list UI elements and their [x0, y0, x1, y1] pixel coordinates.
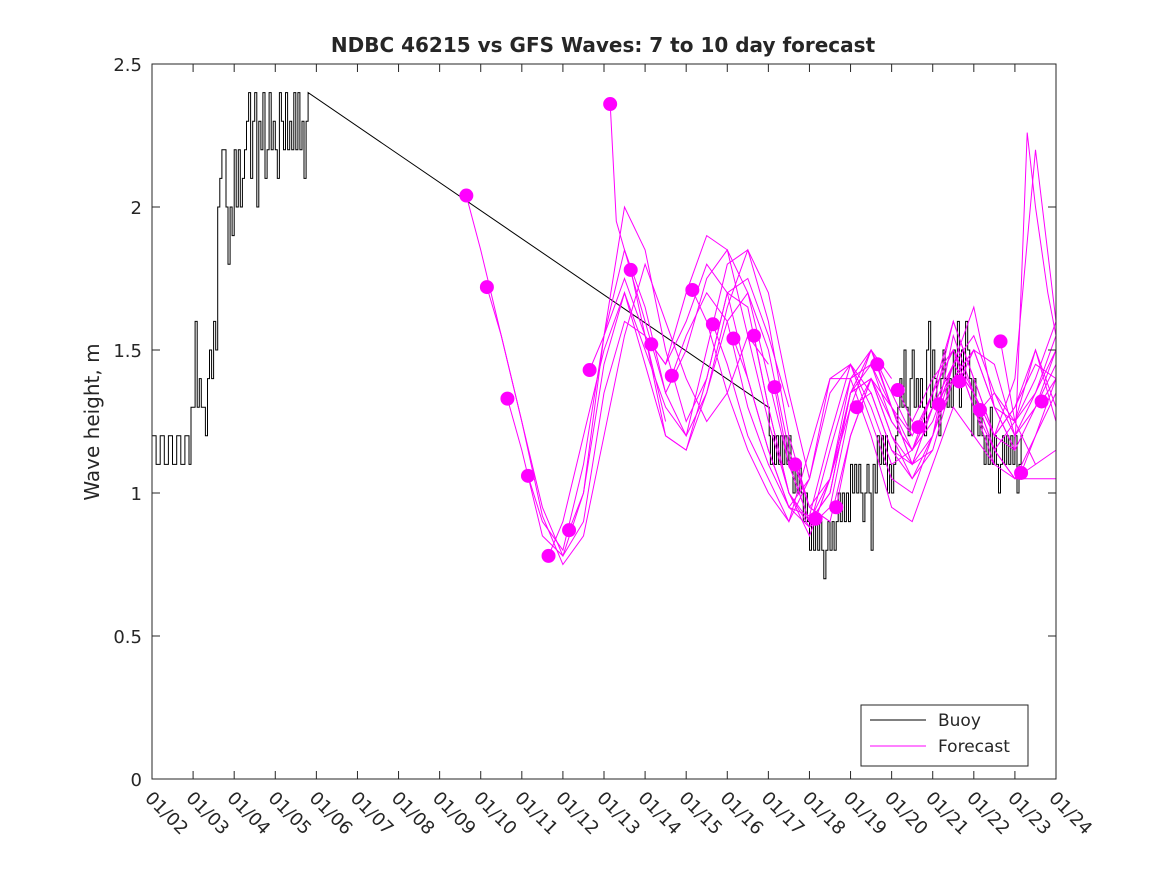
forecast-start-point	[603, 97, 618, 112]
forecast-start-point	[788, 457, 803, 472]
forecast-series-group	[459, 97, 1057, 566]
y-tick-label: 0.5	[113, 627, 142, 648]
y-tick-label: 1	[131, 484, 142, 505]
forecast-start-point	[623, 262, 638, 277]
y-tick-label: 1.5	[113, 341, 142, 362]
forecast-line	[486, 262, 769, 566]
y-tick-label: 2	[131, 198, 142, 219]
forecast-line	[1020, 392, 1057, 474]
forecast-start-point	[767, 380, 782, 395]
forecast-start-point	[1034, 394, 1049, 409]
forecast-start-point	[746, 328, 761, 343]
forecast-start-point	[952, 374, 967, 389]
forecast-start-point	[541, 548, 556, 563]
forecast-start-point	[931, 397, 946, 412]
forecast-line	[589, 277, 893, 529]
forecast-start-point	[1014, 465, 1029, 480]
legend: Buoy Forecast	[860, 704, 1029, 767]
buoy-series	[152, 91, 1024, 580]
forecast-line	[1000, 341, 1057, 466]
legend-forecast-label: Forecast	[938, 737, 1010, 757]
y-tick-label: 0	[131, 770, 142, 791]
forecast-line	[897, 348, 1057, 437]
forecast-start-point	[479, 280, 494, 295]
chart-title: NDBC 46215 vs GFS Waves: 7 to 10 day for…	[331, 33, 876, 57]
forecast-start-point	[685, 282, 700, 297]
forecast-start-point	[829, 500, 844, 515]
forecast-line	[506, 205, 790, 557]
forecast-start-point	[890, 383, 905, 398]
forecast-start-point	[849, 400, 864, 415]
forecast-start-point	[664, 368, 679, 383]
forecast-start-point	[808, 511, 823, 526]
forecast-start-point	[870, 357, 885, 372]
forecast-line	[938, 132, 1057, 451]
forecast-start-point	[911, 420, 926, 435]
forecast-start-point	[705, 317, 720, 332]
forecast-start-point	[562, 523, 577, 538]
forecast-start-point	[993, 334, 1008, 349]
forecast-start-point	[520, 468, 535, 483]
plot-area: 00.511.522.5 01/0201/0301/0401/0501/0601…	[113, 55, 1096, 839]
y-axis-ticks: 0 0.5 1 1.5 2 2.5	[113, 55, 1056, 791]
y-tick-label: 2.5	[113, 55, 142, 76]
legend-buoy-label: Buoy	[938, 711, 981, 731]
forecast-line	[630, 234, 933, 523]
legend-box	[860, 704, 1029, 767]
forecast-start-point	[459, 188, 474, 203]
y-axis-label: Wave height, m	[80, 343, 104, 500]
forecast-start-point	[500, 391, 515, 406]
buoy-line	[152, 91, 1024, 580]
forecast-start-point	[644, 337, 659, 352]
forecast-start-point	[582, 363, 597, 378]
forecast-start-point	[726, 331, 741, 346]
forecast-start-point	[972, 403, 987, 418]
